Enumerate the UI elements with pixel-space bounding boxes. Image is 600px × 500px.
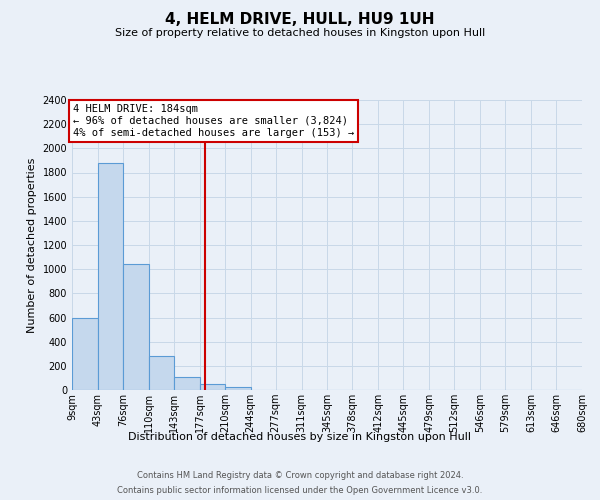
Text: Contains HM Land Registry data © Crown copyright and database right 2024.: Contains HM Land Registry data © Crown c…: [137, 471, 463, 480]
Text: Distribution of detached houses by size in Kingston upon Hull: Distribution of detached houses by size …: [128, 432, 472, 442]
Bar: [72, 318, 98, 390]
Bar: [225, 387, 251, 390]
Text: Contains public sector information licensed under the Open Government Licence v3: Contains public sector information licen…: [118, 486, 482, 495]
Bar: [123, 264, 149, 390]
Text: 4 HELM DRIVE: 184sqm
← 96% of detached houses are smaller (3,824)
4% of semi-det: 4 HELM DRIVE: 184sqm ← 96% of detached h…: [73, 104, 354, 138]
Bar: [174, 376, 200, 390]
Y-axis label: Number of detached properties: Number of detached properties: [27, 158, 37, 332]
Text: Size of property relative to detached houses in Kingston upon Hull: Size of property relative to detached ho…: [115, 28, 485, 38]
Bar: [149, 356, 174, 390]
Bar: [200, 384, 225, 390]
Bar: [98, 163, 123, 390]
Text: 4, HELM DRIVE, HULL, HU9 1UH: 4, HELM DRIVE, HULL, HU9 1UH: [165, 12, 435, 28]
